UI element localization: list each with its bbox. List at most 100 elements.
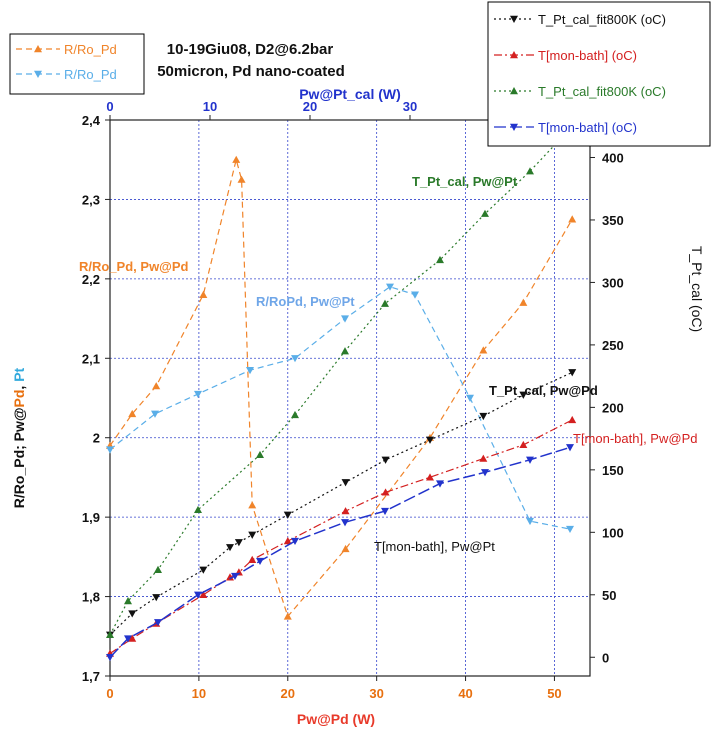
annotation-rro-pd-pw-pt: R/RoPd, Pw@Pt	[256, 294, 355, 309]
data-point	[568, 415, 577, 424]
annotation-tptcal-pw-pd: T_Pt_cal, Pw@Pd	[489, 383, 598, 398]
tick-label-bottom: 20	[281, 686, 295, 701]
data-point	[519, 440, 528, 449]
series-4	[106, 124, 574, 638]
data-point	[128, 409, 137, 418]
annotation-tmonbath-pw-pt: T[mon-bath], Pw@Pt	[374, 539, 495, 554]
data-point	[124, 597, 132, 605]
series-3	[106, 415, 577, 657]
data-point	[526, 517, 534, 526]
y-axis-label-left-part: R/Ro_Pd; Pw@	[11, 407, 27, 508]
x-axis-label-bottom: Pw@Pd (W)	[297, 711, 375, 727]
grid-layer	[110, 120, 590, 676]
tick-label-right: 150	[602, 463, 624, 478]
data-point	[341, 544, 350, 553]
tick-label-right: 350	[602, 213, 624, 228]
tick-label-left: 2,1	[82, 351, 100, 366]
data-point	[256, 557, 264, 566]
data-point	[566, 525, 574, 534]
data-point	[411, 291, 419, 299]
chart-title-line-2: 50micron, Pd nano-coated	[157, 63, 345, 80]
data-point	[426, 436, 434, 444]
data-point	[194, 591, 202, 599]
data-point	[152, 382, 161, 390]
annotation-tmonbath-pw-pd: T[mon-bath], Pw@Pd	[573, 431, 697, 446]
data-point	[151, 410, 159, 418]
data-point	[479, 412, 488, 421]
data-point	[106, 446, 114, 454]
data-point	[426, 473, 434, 481]
legend-label: T_Pt_cal_fit800K (oC)	[538, 84, 666, 99]
tick-label-right: 400	[602, 150, 624, 165]
y-axis-label-left-part: Pd	[11, 390, 27, 408]
legend-label: T[mon-bath] (oC)	[538, 120, 637, 135]
legend-right: T_Pt_cal_fit800K (oC) T[mon-bath] (oC) T_P…	[487, 1, 711, 147]
legend-right-box	[487, 1, 711, 147]
chart-title-line-1: 10-19Giu08, D2@6.2bar	[167, 41, 334, 58]
series-line-4	[109, 128, 571, 636]
data-point	[154, 565, 162, 573]
series-layer	[106, 124, 577, 662]
data-point	[436, 480, 444, 488]
data-point	[199, 290, 208, 298]
legend-label: R/Ro_Pd	[64, 67, 117, 82]
tick-label-left: 1,8	[82, 590, 100, 605]
data-point	[248, 531, 257, 539]
tick-label-left: 1,9	[82, 510, 100, 525]
data-point	[519, 298, 528, 306]
series-line-5	[109, 446, 571, 658]
tick-label-left: 2,4	[82, 113, 101, 128]
data-point	[194, 390, 202, 399]
tick-label-right: 200	[602, 400, 624, 415]
data-point	[526, 167, 534, 175]
data-point	[519, 391, 528, 399]
data-point	[231, 572, 239, 581]
tick-label-bottom: 10	[192, 686, 206, 701]
tick-label-right: 300	[602, 275, 624, 290]
data-point	[199, 590, 208, 598]
legend-left-entry: R/Ro_Pd	[16, 67, 117, 82]
data-point	[510, 123, 518, 131]
data-point	[341, 315, 349, 323]
tick-label-top: 0	[106, 99, 113, 114]
tick-label-top: 20	[303, 99, 317, 114]
data-point	[526, 456, 534, 464]
data-point	[381, 299, 389, 307]
data-point	[291, 410, 299, 419]
series-line-1	[109, 286, 571, 530]
data-point	[386, 283, 394, 291]
series-1	[106, 283, 574, 534]
tick-label-left: 2,3	[82, 192, 100, 207]
tick-label-right: 50	[602, 588, 616, 603]
data-point	[106, 654, 114, 662]
data-point	[283, 537, 292, 545]
y-axis-label-right: T_Pt_cal (oC)	[689, 246, 705, 332]
data-point	[291, 355, 299, 363]
tick-label-top: 30	[403, 99, 417, 114]
y-axis-label-left-part: Pt	[11, 367, 27, 381]
data-point	[436, 255, 444, 264]
data-point	[34, 45, 42, 53]
data-point	[479, 346, 488, 354]
tick-label-bottom: 50	[547, 686, 561, 701]
tick-label-bottom: 0	[106, 686, 113, 701]
data-point	[341, 347, 349, 355]
data-point	[256, 450, 264, 459]
data-point	[510, 15, 518, 23]
data-point	[226, 544, 234, 552]
legend-left-box	[9, 33, 145, 95]
data-point	[226, 573, 234, 581]
data-point	[510, 87, 518, 95]
data-point	[246, 367, 254, 375]
annotation-rro-pd-pw-pd: R/Ro_Pd, Pw@Pd	[79, 259, 189, 274]
data-point	[128, 610, 137, 618]
ticks-layer: 010203040500102030401,71,81,922,12,22,32…	[82, 99, 624, 701]
legend-right-entry: T[mon-bath] (oC)	[494, 48, 637, 63]
data-point	[128, 634, 137, 642]
tick-label-right: 0	[602, 650, 609, 665]
data-point	[106, 630, 114, 638]
data-point	[34, 70, 42, 78]
tick-label-left: 1,7	[82, 669, 100, 684]
legend-right-entry: T[mon-bath] (oC)	[494, 120, 637, 135]
